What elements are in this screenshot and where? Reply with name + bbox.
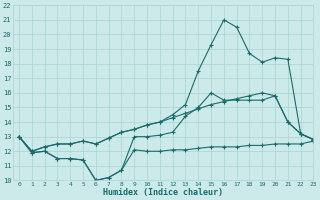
X-axis label: Humidex (Indice chaleur): Humidex (Indice chaleur) bbox=[103, 188, 223, 197]
